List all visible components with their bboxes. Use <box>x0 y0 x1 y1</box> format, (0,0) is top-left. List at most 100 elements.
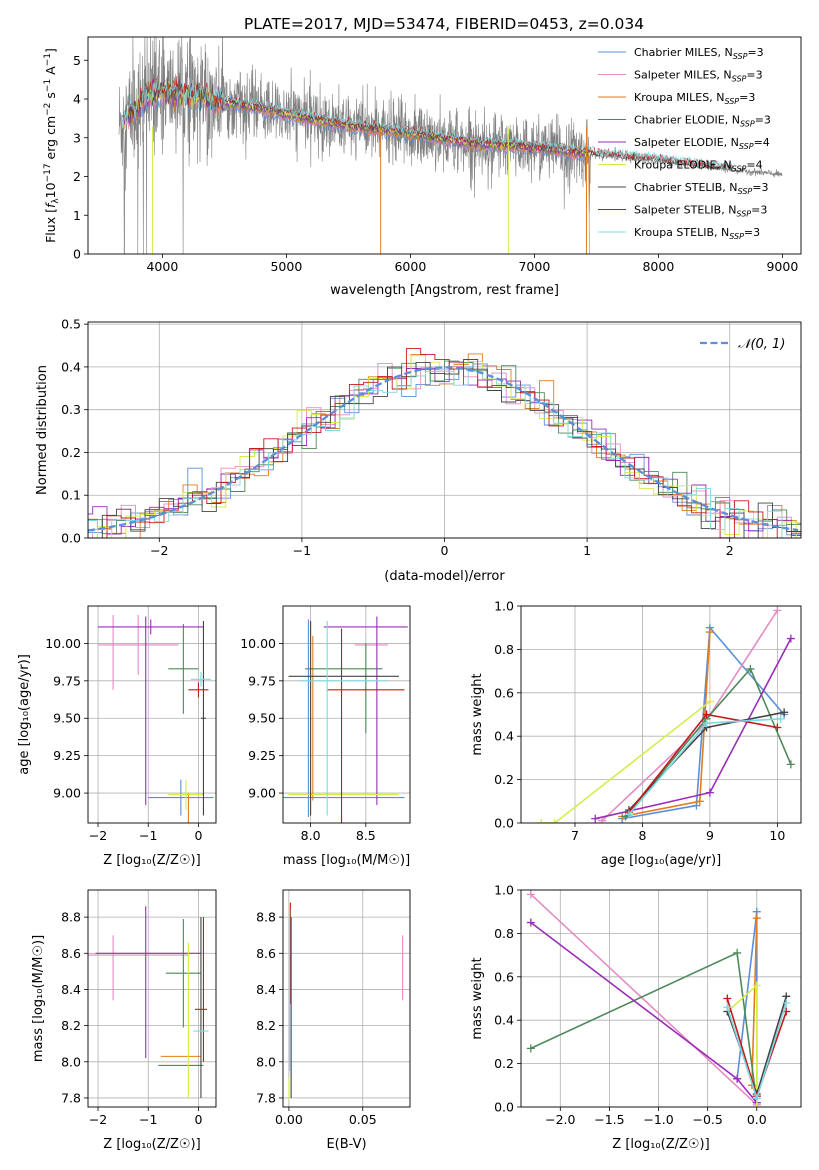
x-tick-label: 0 <box>194 828 202 843</box>
x-tick-label: 10 <box>769 828 785 843</box>
y-tick-label: 9.75 <box>53 673 81 688</box>
x-tick-label: 4000 <box>146 259 178 274</box>
weight-point-marker <box>786 634 795 643</box>
legend-label: Salpeter STELIB, N <box>634 204 736 217</box>
y-axis-label-part: −17 <box>43 163 53 182</box>
weight-point-marker <box>526 890 535 899</box>
spectrum-panel: 4000 5000 6000 7000 8000 9000 0 1 2 3 4 5 wavelength… <box>43 36 802 298</box>
legend-label: Chabrier STELIB, N <box>634 181 738 194</box>
y-tick-label: 0.4 <box>494 1013 514 1028</box>
plot-area <box>98 614 214 823</box>
y-axis-label-part: λ <box>51 198 61 204</box>
x-axis-label: Z [log₁₀(Z/Z☉)] <box>612 1137 709 1152</box>
x-tick-label: 9000 <box>766 259 798 274</box>
legend-subscript: SSP <box>740 120 755 129</box>
legend-label: Kroupa STELIB, N <box>634 226 729 239</box>
y-axis-label: mass [log₁₀(M/M☉)] <box>31 935 46 1062</box>
y-tick-label: 0.2 <box>494 1056 514 1071</box>
weight-series-line <box>530 893 758 1106</box>
x-tick-label: −1 <box>139 1112 157 1127</box>
legend-entry: Chabrier MILES, NSSP=3 <box>634 46 764 61</box>
legend-suffix: =3 <box>744 226 760 239</box>
legend-label: Chabrier ELODIE, N <box>634 114 740 127</box>
weight-point-marker <box>786 760 795 769</box>
x-axis-label: mass [log₁₀(M/M☉)] <box>283 853 410 868</box>
axes-frame <box>87 889 217 1108</box>
x-tick-label: −1.5 <box>594 1112 624 1127</box>
legend-entry: Salpeter MILES, NSSP=3 <box>634 69 763 84</box>
residual-histogram-line <box>88 361 801 538</box>
grid-lines <box>88 322 801 539</box>
y-tick-label: 0.8 <box>494 642 514 657</box>
legend-entry: Kroupa ELODIE, NSSP=4 <box>634 159 763 174</box>
weight-point-marker <box>702 710 711 719</box>
axes-frame <box>520 605 802 824</box>
weight-point-marker <box>695 797 704 806</box>
residual-histogram-line <box>88 361 801 537</box>
y-tick-label: 4 <box>73 92 81 107</box>
grid-lines <box>88 890 216 1107</box>
y-tick-label: 8.6 <box>256 946 276 961</box>
weight-series-line <box>622 625 785 820</box>
weight-point-marker <box>773 606 782 615</box>
weight-point-marker <box>782 998 791 1007</box>
plot-area <box>88 348 801 538</box>
y-tick-label: 1 <box>73 208 81 223</box>
plot-area <box>88 906 209 1098</box>
y-tick-label: 9.50 <box>53 711 81 726</box>
legend-label: Kroupa ELODIE, N <box>634 159 732 172</box>
x-axis-label: E(B-V) <box>326 1137 366 1152</box>
x-tick-label: −1 <box>139 828 157 843</box>
x-tick-label: 5000 <box>270 259 302 274</box>
legend-entry: Chabrier STELIB, NSSP=3 <box>634 181 768 196</box>
x-tick-label: 8000 <box>642 259 674 274</box>
axes-frame <box>520 889 802 1108</box>
y-tick-label: 0.0 <box>494 816 514 831</box>
y-tick-label: 9.50 <box>248 711 276 726</box>
residual-histogram-line <box>88 370 801 538</box>
weight-point-marker <box>705 697 714 706</box>
legend-label: Salpeter MILES, N <box>634 69 732 82</box>
x-tick-label: −1 <box>293 543 311 558</box>
y-tick-label: 9.75 <box>248 673 276 688</box>
model-spectrum-line <box>122 81 589 158</box>
y-axis-label: Flux [fλ10−17 erg cm−2 s−1 A−1] <box>43 48 61 243</box>
weight-point-marker <box>752 1094 761 1103</box>
legend-label: Chabrier MILES, N <box>634 46 733 59</box>
y-tick-label: 10.00 <box>240 636 276 651</box>
y-axis-label-part: erg cm <box>43 116 58 164</box>
weight-point-marker <box>526 1044 535 1053</box>
x-tick-label: −0.5 <box>692 1112 722 1127</box>
legend-entry: Chabrier ELODIE, NSSP=3 <box>634 114 771 129</box>
y-tick-label: 1.0 <box>494 883 514 898</box>
y-tick-label: 2 <box>73 169 81 184</box>
y-axis-label: Normed distribution <box>35 365 50 495</box>
x-tick-label: 9 <box>706 828 714 843</box>
weight-point-marker <box>705 788 714 797</box>
y-axis-label-part: s <box>43 92 58 103</box>
residual-histogram-line <box>88 353 801 538</box>
weight-series-line <box>595 638 792 820</box>
weight-point-marker <box>692 801 701 810</box>
mass-vs-Z-panel: −2 −1 0 7.8 8.0 8.2 8.4 8.6 8.8 Z [log₁₀(Z/Z☉)] ma… <box>31 889 217 1152</box>
plot-area <box>537 606 795 823</box>
x-tick-label: 8.0 <box>301 828 321 843</box>
axes-frame <box>282 889 411 1108</box>
weight-point-marker <box>537 819 546 823</box>
weight-point-marker <box>705 628 714 637</box>
mass-vs-ebv-panel: 0.00 0.05 7.8 8.0 8.2 8.4 8.6 8.8 E(B-V) <box>256 889 411 1152</box>
y-tick-label: 0.5 <box>61 317 81 332</box>
residuals-panel: −2 −1 0 1 2 0.0 0.1 0.2 0.3 0.4 0.5 (data-model)/er… <box>35 317 802 584</box>
weight-point-marker <box>723 1003 732 1012</box>
legend-suffix: =3 <box>747 46 763 59</box>
x-tick-label: 0.00 <box>275 1112 303 1127</box>
y-tick-label: 7.8 <box>256 1090 276 1105</box>
weight-point-marker <box>702 719 711 728</box>
weight-series-line <box>530 951 758 1103</box>
weight-point-marker <box>773 723 782 732</box>
y-tick-label: 0.1 <box>61 488 81 503</box>
x-tick-label: 7000 <box>518 259 550 274</box>
legend-subscript: SSP <box>739 142 754 151</box>
y-axis-label-part: −1 <box>43 79 53 92</box>
legend-suffix: =3 <box>755 114 771 127</box>
